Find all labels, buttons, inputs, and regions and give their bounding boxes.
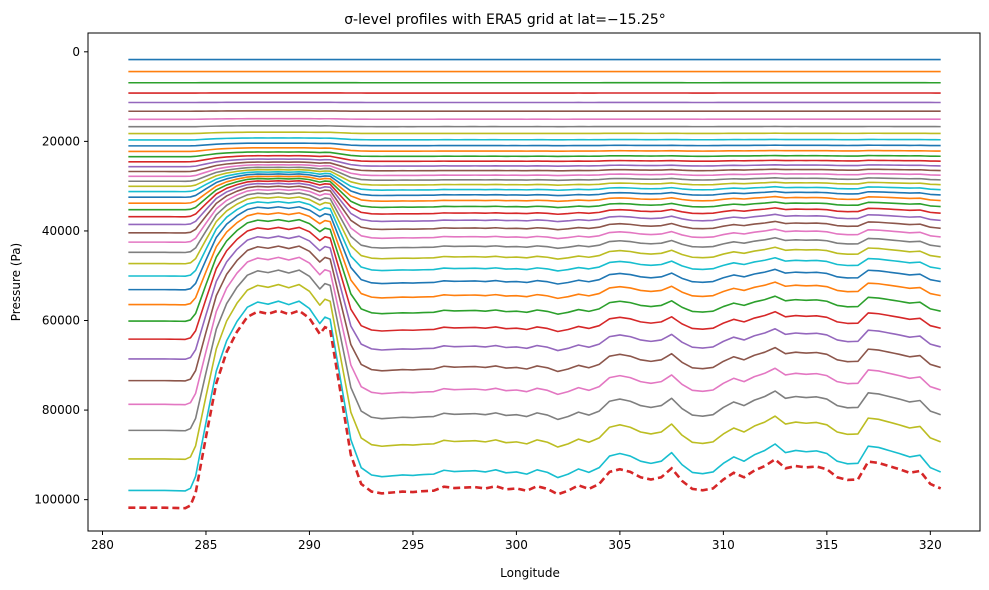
sigma-level-line — [128, 300, 941, 492]
plot-area — [87, 32, 981, 532]
x-tick-label: 315 — [815, 538, 838, 552]
sigma-level-line — [128, 196, 941, 265]
sigma-level-lines — [128, 58, 941, 492]
surface-pressure-line — [128, 309, 942, 510]
sigma-level-line — [128, 235, 941, 361]
y-tick-label: 100000 — [34, 493, 80, 507]
sigma-level-line — [128, 142, 941, 147]
sigma-level-line — [128, 137, 941, 141]
sigma-level-line — [128, 173, 941, 199]
sigma-level-line — [128, 283, 941, 461]
sigma-level-line — [128, 179, 941, 218]
sigma-level-line — [128, 151, 941, 158]
sigma-level-line — [128, 256, 941, 406]
sigma-level-line — [128, 245, 941, 382]
sigma-level-line — [128, 146, 941, 153]
sigma-level-line — [128, 175, 941, 205]
x-tick-label: 305 — [608, 538, 631, 552]
axes-frame — [87, 32, 981, 532]
x-tick-label: 300 — [505, 538, 528, 552]
sigma-level-line — [128, 154, 941, 163]
y-axis-label: Pressure (Pa) — [9, 243, 23, 321]
sigma-level-line — [128, 206, 941, 291]
sigma-level-line — [128, 158, 941, 168]
sigma-level-line — [128, 163, 941, 178]
sigma-level-line — [128, 171, 941, 193]
sigma-level-line — [128, 200, 941, 277]
sigma-level-line — [128, 218, 941, 323]
sigma-level-line — [128, 124, 941, 128]
sigma-level-line — [128, 192, 941, 254]
sigma-level-line — [128, 269, 941, 432]
x-tick-label: 295 — [401, 538, 424, 552]
y-axis: 0 20000 40000 60000 80000 100000 — [34, 45, 88, 507]
sigma-level-line — [128, 117, 941, 121]
sigma-level-line — [128, 161, 941, 173]
sigma-level-line — [128, 182, 941, 226]
sigma-level-line — [128, 188, 941, 244]
sigma-level-line — [128, 185, 941, 234]
sigma-level-line — [128, 212, 941, 306]
x-tick-label: 320 — [919, 538, 942, 552]
x-axis-label: Longitude — [500, 566, 560, 580]
x-tick-label: 310 — [712, 538, 735, 552]
x-tick-label: 280 — [91, 538, 114, 552]
sigma-level-line — [128, 177, 941, 211]
y-tick-label: 20000 — [42, 134, 80, 148]
chart-title: σ-level profiles with ERA5 grid at lat=−… — [344, 12, 666, 28]
sigma-level-line — [128, 168, 941, 188]
sigma-level-line — [128, 166, 941, 183]
x-axis: 280 285 290 295 300 305 310 315 320 — [91, 531, 942, 552]
sigma-level-line — [128, 226, 941, 341]
y-tick-label: 60000 — [42, 314, 80, 328]
y-tick-label: 0 — [72, 45, 80, 59]
x-tick-label: 290 — [298, 538, 321, 552]
y-tick-label: 40000 — [42, 224, 80, 238]
y-tick-label: 80000 — [42, 403, 80, 417]
sigma-level-line — [128, 131, 941, 135]
x-tick-label: 285 — [195, 538, 218, 552]
